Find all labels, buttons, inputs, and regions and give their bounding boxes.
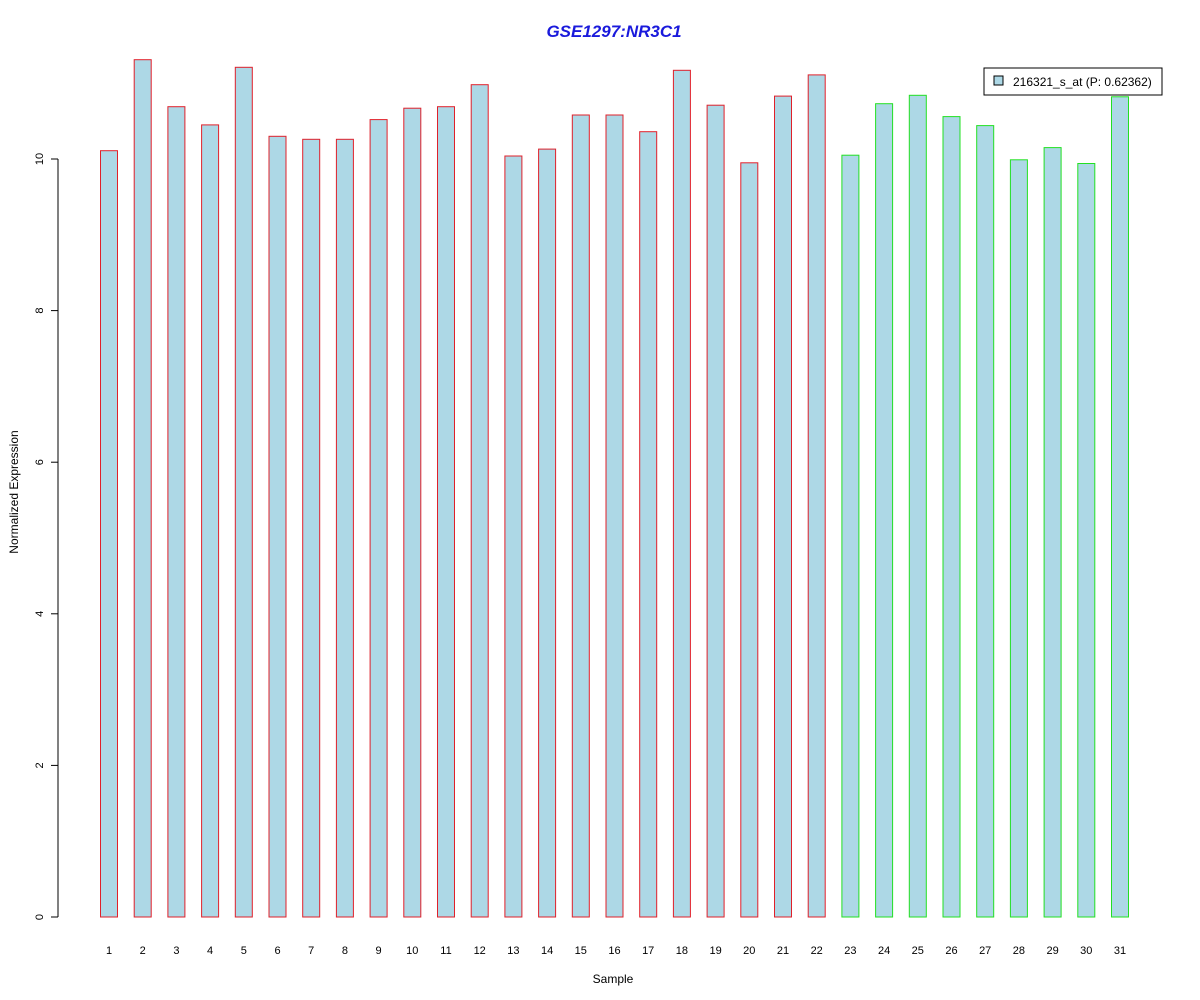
legend: 216321_s_at (P: 0.62362) [983,67,1163,96]
bar-sample-18 [672,69,691,918]
bar-sample-11 [437,106,455,918]
bar-sample-3 [167,106,186,918]
x-tick-label: 23 [844,945,856,957]
x-tick-label: 26 [945,945,957,957]
x-tick-label: 19 [709,945,721,957]
x-tick-label: 3 [173,945,179,957]
bar-sample-10 [403,107,422,918]
x-tick-label: 13 [507,945,519,957]
bar-sample-6 [268,135,287,918]
bar-sample-16 [605,114,624,918]
bar-sample-1 [100,150,118,918]
x-tick-label: 2 [140,945,146,957]
bar-sample-4 [201,124,220,918]
y-tick-label: 4 [34,611,46,617]
bar-sample-31 [1111,96,1129,918]
y-tick-label: 6 [34,459,46,465]
bar-sample-7 [302,138,321,918]
bar-sample-12 [470,84,489,918]
x-tick-label: 18 [676,945,688,957]
bar-sample-5 [234,66,253,918]
bar-sample-17 [639,131,658,918]
chart-title: GSE1297:NR3C1 [546,22,681,41]
x-tick-label: 31 [1114,945,1126,957]
bar-sample-8 [335,138,354,918]
legend-label: 216321_s_at (P: 0.62362) [1013,75,1152,89]
x-tick-label: 16 [608,945,620,957]
y-tick-label: 8 [34,308,46,314]
bar-sample-29 [1043,147,1062,918]
bar-sample-23 [841,154,860,918]
bar-sample-25 [908,94,927,918]
legend-swatch [993,75,1004,86]
y-tick-label: 10 [34,153,46,165]
x-tick-label: 20 [743,945,755,957]
x-tick-label: 10 [406,945,418,957]
bar-sample-2 [133,59,152,918]
x-tick-label: 25 [912,945,924,957]
bar-sample-19 [706,104,725,918]
bar-series [100,59,1129,918]
x-tick-label: 12 [474,945,486,957]
y-axis-title: Normalized Expression [7,430,21,553]
x-tick-labels: 1 2 3 4 5 6 7 8 9 10 11 12 13 14 15 16 17 18 19 20 21 22 23 24 2… [106,945,1126,957]
bar-sample-9 [369,119,388,918]
x-tick-label: 1 [106,945,112,957]
x-tick-label: 15 [575,945,587,957]
bar-sample-14 [538,148,557,918]
x-tick-label: 14 [541,945,553,957]
x-tick-label: 17 [642,945,654,957]
x-tick-label: 22 [811,945,823,957]
bar-sample-20 [740,162,759,918]
x-tick-label: 6 [274,945,280,957]
x-tick-label: 21 [777,945,789,957]
x-tick-label: 27 [979,945,991,957]
bar-sample-21 [774,95,792,918]
x-tick-label: 30 [1080,945,1092,957]
y-tick-label: 2 [34,762,46,768]
bar-sample-24 [875,103,894,918]
x-tick-label: 8 [342,945,348,957]
bar-sample-26 [942,116,961,918]
bar-sample-27 [976,125,995,918]
bar-sample-15 [571,114,590,918]
bar-sample-28 [1009,159,1028,918]
bar-sample-13 [504,155,523,918]
bar-sample-30 [1077,163,1096,918]
x-tick-label: 11 [440,945,451,957]
x-tick-label: 24 [878,945,890,957]
x-axis-title: Sample [593,972,634,986]
y-tick-label: 0 [34,914,46,920]
x-tick-label: 28 [1013,945,1025,957]
legend-box [983,67,1163,96]
x-tick-label: 9 [376,945,382,957]
bar-sample-22 [807,74,826,918]
x-tick-label: 5 [241,945,247,957]
x-tick-label: 4 [207,945,213,957]
x-tick-label: 7 [308,945,314,957]
x-tick-label: 29 [1046,945,1058,957]
y-axis: 0 2 4 6 8 10 [34,153,59,920]
